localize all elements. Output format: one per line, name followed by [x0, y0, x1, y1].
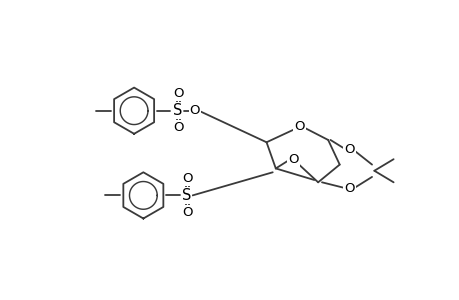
Text: O: O: [344, 182, 354, 195]
Text: O: O: [288, 153, 298, 166]
Text: O: O: [344, 143, 354, 157]
Text: O: O: [182, 206, 192, 219]
Text: S: S: [181, 188, 191, 203]
Text: O: O: [173, 121, 183, 134]
Text: O: O: [294, 120, 304, 134]
Text: O: O: [173, 87, 183, 100]
Text: O: O: [189, 104, 200, 117]
Text: S: S: [172, 103, 181, 118]
Text: O: O: [182, 172, 192, 185]
